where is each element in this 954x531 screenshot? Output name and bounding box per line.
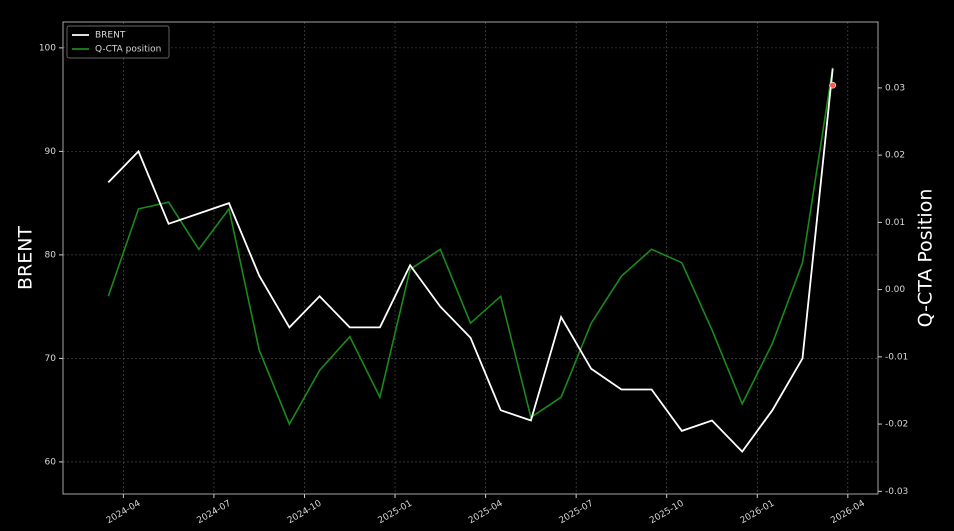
y-tick-label: 60 <box>45 457 57 467</box>
y-axis-label: BRENT <box>15 226 37 290</box>
y-tick-label: 80 <box>45 250 57 260</box>
y-tick-label: 90 <box>45 147 57 157</box>
y2-tick-label: -0.02 <box>885 420 908 430</box>
legend-label: BRENT <box>95 31 126 41</box>
y2-tick-label: 0.02 <box>885 151 905 161</box>
y-tick-label: 70 <box>45 354 57 364</box>
series-line <box>107 67 834 426</box>
legend-label: Q-CTA position <box>95 45 161 55</box>
y2-tick-label: 0.00 <box>885 285 905 295</box>
plot-frame <box>62 21 879 495</box>
y2-tick-label: -0.03 <box>885 487 908 497</box>
y2-tick-label: 0.03 <box>885 83 905 93</box>
legend-box <box>66 25 170 59</box>
series-line <box>107 68 834 453</box>
y2-axis-label: Q-CTA Position <box>915 189 937 328</box>
last-marker <box>829 81 837 89</box>
y2-tick-label: -0.01 <box>885 352 908 362</box>
y-tick-label: 100 <box>39 43 56 53</box>
y2-tick-label: 0.01 <box>885 218 905 228</box>
